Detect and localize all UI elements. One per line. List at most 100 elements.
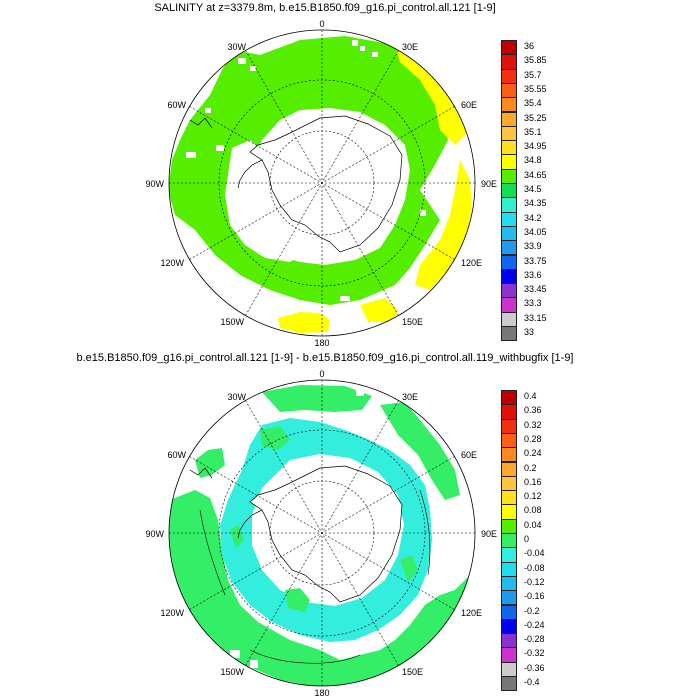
colorbar-cell: [501, 54, 517, 70]
colorbar-cell: [501, 268, 517, 285]
salinity-green-band: [169, 36, 448, 305]
colorbar-label: 34.5: [524, 184, 542, 194]
colorbar-label: -0.04: [524, 548, 545, 559]
colorbar-label: -0.28: [524, 634, 545, 645]
colorbar-label: 0.36: [524, 405, 542, 416]
lon-label-90w: 90W: [145, 529, 164, 539]
colorbar-cell: [501, 418, 517, 434]
lon-label-0: 0: [319, 19, 324, 29]
colorbar-label: 33.45: [524, 284, 547, 295]
lon-label-180: 180: [314, 688, 329, 698]
lon-label-60e: 60E: [461, 100, 477, 110]
colorbar-label: -0.4: [524, 677, 540, 687]
colorbar-label: 35.7: [524, 69, 542, 80]
colorbar-cell: [501, 140, 517, 156]
colorbar-cell: [501, 97, 517, 113]
colorbar-cell: [501, 618, 517, 635]
colorbar-cell: [501, 68, 517, 84]
white-ring-west: [225, 140, 300, 262]
salinity-yellow-pacific: [278, 298, 398, 333]
colorbar-label: -0.16: [524, 591, 545, 602]
graticule: [169, 30, 475, 336]
colorbar-cell: [501, 490, 517, 506]
map-border: [168, 379, 476, 687]
colorbar-label: 0.2: [524, 462, 537, 473]
diff-cyan-negative: [220, 418, 432, 642]
colorbar-label: 35.85: [524, 55, 547, 66]
colorbar-label: 0.04: [524, 519, 542, 530]
lon-label-90w: 90W: [145, 179, 164, 189]
colorbar-label: 0.12: [524, 491, 542, 502]
lon-label-150e: 150E: [402, 667, 423, 677]
colorbar-cell: [501, 40, 517, 56]
colorbar-cell: [501, 561, 517, 577]
antarctica-outline: [249, 115, 403, 253]
colorbar-cell: [501, 168, 517, 184]
lon-label-150w: 150W: [220, 667, 244, 677]
colorbar-label: 35.25: [524, 112, 547, 123]
map-border: [168, 29, 476, 337]
colorbar-label: -0.32: [524, 648, 545, 659]
colorbar-cell: [501, 183, 517, 199]
colorbar-cell: [501, 390, 517, 406]
lon-label-60e: 60E: [461, 450, 477, 460]
colorbar-label: -0.12: [524, 576, 545, 587]
colorbar-label: 34.95: [524, 141, 547, 152]
south-america-tip: [189, 117, 213, 129]
colorbar-cell: [501, 125, 517, 142]
polar-map: 0 30E 60E 90E 120E 150E 180 150W 120W 90…: [145, 369, 497, 698]
colorbar-label: 0: [524, 534, 530, 544]
colorbar-cell: [501, 82, 517, 99]
colorbar-cell: [501, 432, 517, 449]
colorbar-cell: [501, 661, 517, 677]
lon-label-0: 0: [319, 369, 324, 379]
missing-cells: [186, 40, 426, 301]
panel-title: SALINITY at z=3379.8m, b.e15.B1850.f09_g…: [154, 2, 496, 14]
colorbar-cell: [501, 154, 517, 170]
lon-label-30w: 30W: [227, 392, 246, 402]
colorbar-label: 33.15: [524, 312, 547, 323]
colorbar-cell: [501, 254, 517, 270]
difference-panel: b.e15.B1850.f09_g16.pi_control.all.121 […: [0, 350, 700, 700]
colorbar-cell: [501, 297, 517, 313]
colorbar-label: 34.35: [524, 198, 547, 209]
lon-label-180: 180: [314, 338, 329, 348]
colorbar-label: 36: [524, 41, 535, 51]
colorbar-cell: [501, 504, 517, 520]
colorbar-cell: [501, 518, 517, 534]
colorbar-label: 35.1: [524, 126, 542, 137]
colorbar-cell: [501, 604, 517, 620]
colorbar-label: 34.65: [524, 169, 547, 180]
salinity-panel: SALINITY at z=3379.8m, b.e15.B1850.f09_g…: [145, 2, 547, 348]
colorbar-label: 33.6: [524, 269, 542, 280]
colorbar-label: 0.4: [524, 391, 537, 401]
colorbar-cell: [501, 311, 517, 327]
colorbar-cell: [501, 283, 517, 299]
colorbar-label: -0.08: [524, 562, 545, 573]
colorbar-label: 35.4: [524, 98, 542, 109]
colorbar-cell: [501, 533, 517, 549]
colorbar-cell: [501, 461, 517, 477]
colorbar-label: 33.9: [524, 241, 542, 252]
lon-label-60w: 60W: [167, 100, 186, 110]
salinity-colorbar: [501, 40, 517, 342]
colorbar-label: 35.55: [524, 83, 547, 94]
colorbar-label: 0.32: [524, 419, 542, 430]
colorbar-label: 34.2: [524, 212, 542, 223]
colorbar-label: -0.36: [524, 662, 545, 673]
lon-label-120w: 120W: [160, 258, 184, 268]
colorbar-cell: [501, 225, 517, 242]
lon-label-30e: 30E: [402, 392, 418, 402]
lon-label-60w: 60W: [167, 450, 186, 460]
colorbar-cell: [501, 240, 517, 256]
lon-label-90e: 90E: [481, 529, 497, 539]
difference-colorbar: [501, 390, 517, 692]
lon-label-30e: 30E: [402, 42, 418, 52]
colorbar-cell: [501, 575, 517, 592]
colorbar-label: -0.24: [524, 619, 545, 630]
colorbar-cell: [501, 647, 517, 663]
contour-lines: [199, 489, 431, 664]
colorbar-label: 33.75: [524, 255, 547, 266]
antarctic-peninsula: [237, 159, 263, 189]
colorbar-label: 0.16: [524, 476, 542, 487]
